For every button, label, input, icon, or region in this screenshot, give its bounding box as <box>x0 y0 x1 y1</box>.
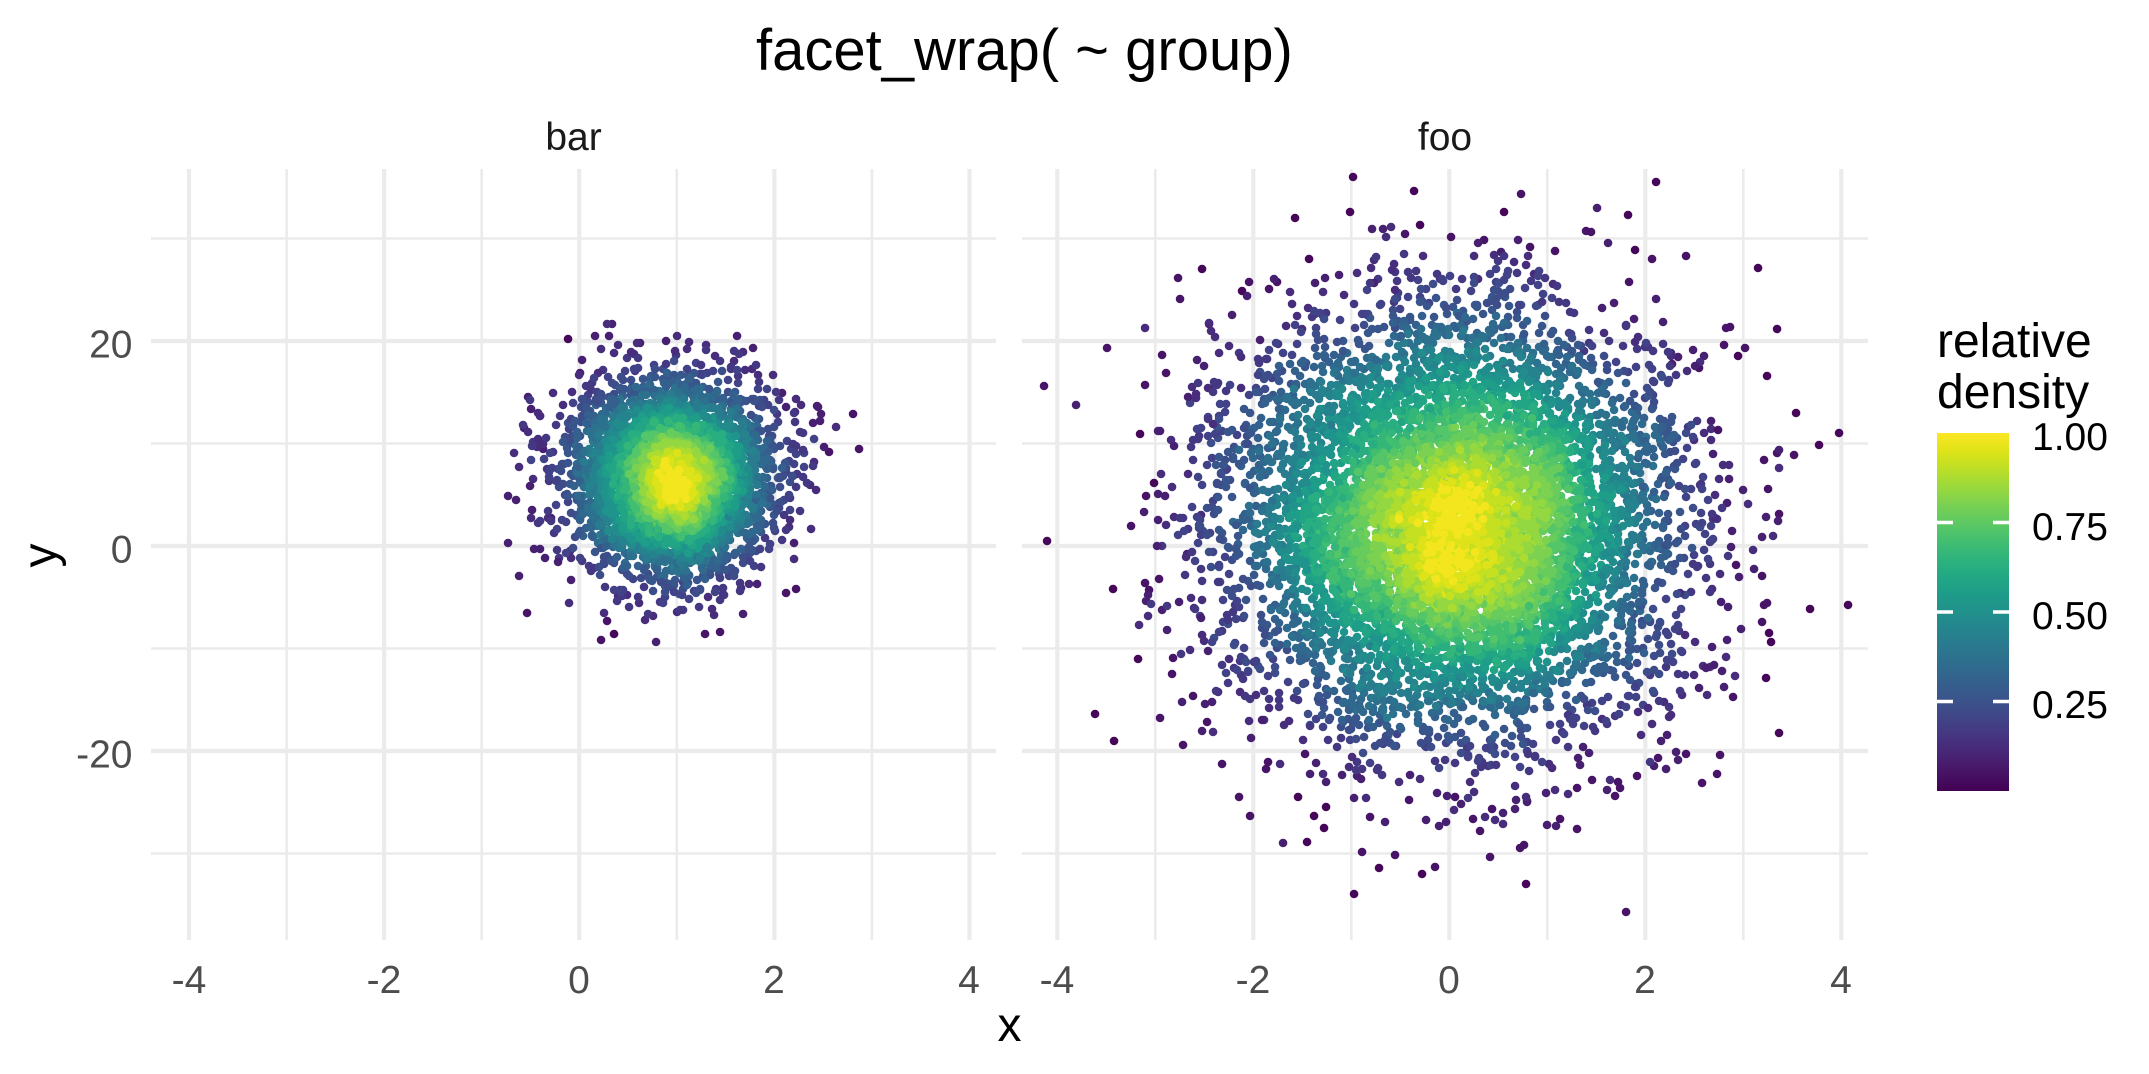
svg-text:relative: relative <box>1937 315 2092 368</box>
svg-text:-20: -20 <box>76 734 132 777</box>
svg-text:-4: -4 <box>1040 959 1075 1002</box>
svg-text:-4: -4 <box>172 959 207 1002</box>
svg-text:facet_wrap( ~ group): facet_wrap( ~ group) <box>756 18 1293 83</box>
svg-text:2: 2 <box>1634 959 1656 1002</box>
svg-text:1.00: 1.00 <box>2032 416 2108 459</box>
svg-text:4: 4 <box>1830 959 1852 1002</box>
svg-text:0.75: 0.75 <box>2032 506 2108 549</box>
svg-text:0: 0 <box>1438 959 1460 1002</box>
svg-text:2: 2 <box>763 959 785 1002</box>
svg-text:x: x <box>998 999 1022 1052</box>
svg-text:y: y <box>14 544 67 568</box>
svg-text:density: density <box>1937 366 2089 419</box>
svg-text:foo: foo <box>1418 116 1472 159</box>
svg-text:-2: -2 <box>367 959 402 1002</box>
svg-text:-2: -2 <box>1236 959 1271 1002</box>
svg-text:bar: bar <box>545 116 601 159</box>
svg-text:4: 4 <box>958 959 980 1002</box>
svg-text:20: 20 <box>89 324 132 367</box>
svg-text:0: 0 <box>568 959 590 1002</box>
svg-text:0: 0 <box>111 529 133 572</box>
svg-text:0.50: 0.50 <box>2032 595 2108 638</box>
svg-text:0.25: 0.25 <box>2032 684 2108 727</box>
